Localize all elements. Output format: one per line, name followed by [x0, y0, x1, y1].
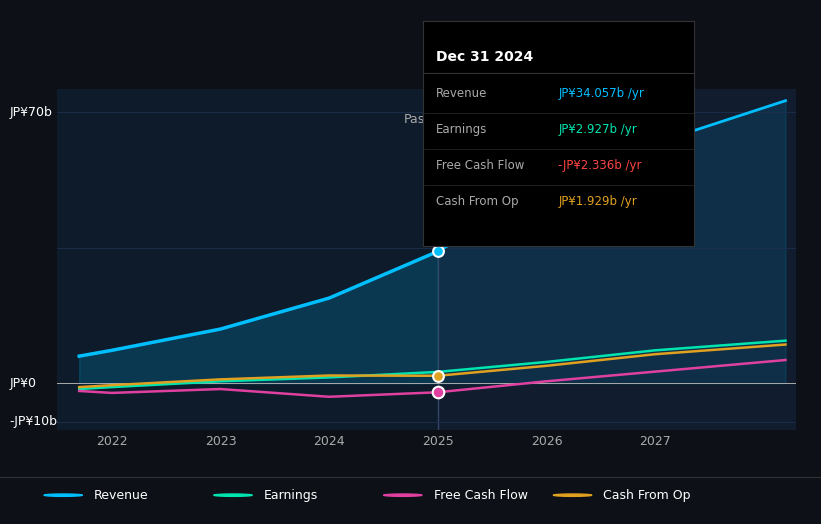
Text: JP¥1.929b /yr: JP¥1.929b /yr: [558, 195, 637, 208]
Circle shape: [383, 494, 422, 496]
Text: Revenue: Revenue: [94, 489, 149, 501]
Bar: [438, 89, 796, 430]
Text: JP¥2.927b /yr: JP¥2.927b /yr: [558, 123, 637, 136]
Text: -JP¥10b: -JP¥10b: [10, 416, 57, 429]
Text: Earnings: Earnings: [437, 123, 488, 136]
Text: -JP¥2.336b /yr: -JP¥2.336b /yr: [558, 159, 642, 172]
Text: Dec 31 2024: Dec 31 2024: [437, 50, 534, 64]
Bar: [57, 89, 438, 430]
Text: Cash From Op: Cash From Op: [437, 195, 519, 208]
Text: Free Cash Flow: Free Cash Flow: [433, 489, 528, 501]
Text: JP¥70b: JP¥70b: [10, 106, 53, 119]
Point: [431, 247, 444, 256]
Text: Analysts Forecasts: Analysts Forecasts: [445, 114, 562, 126]
Text: Past: Past: [404, 114, 430, 126]
Text: Earnings: Earnings: [264, 489, 318, 501]
Text: JP¥34.057b /yr: JP¥34.057b /yr: [558, 86, 644, 100]
Text: Cash From Op: Cash From Op: [603, 489, 691, 501]
Circle shape: [44, 494, 83, 496]
Text: JP¥0: JP¥0: [10, 377, 36, 390]
Point: [431, 388, 444, 397]
Circle shape: [213, 494, 252, 496]
Circle shape: [553, 494, 592, 496]
Text: Free Cash Flow: Free Cash Flow: [437, 159, 525, 172]
Point: [431, 372, 444, 380]
Text: Revenue: Revenue: [437, 86, 488, 100]
